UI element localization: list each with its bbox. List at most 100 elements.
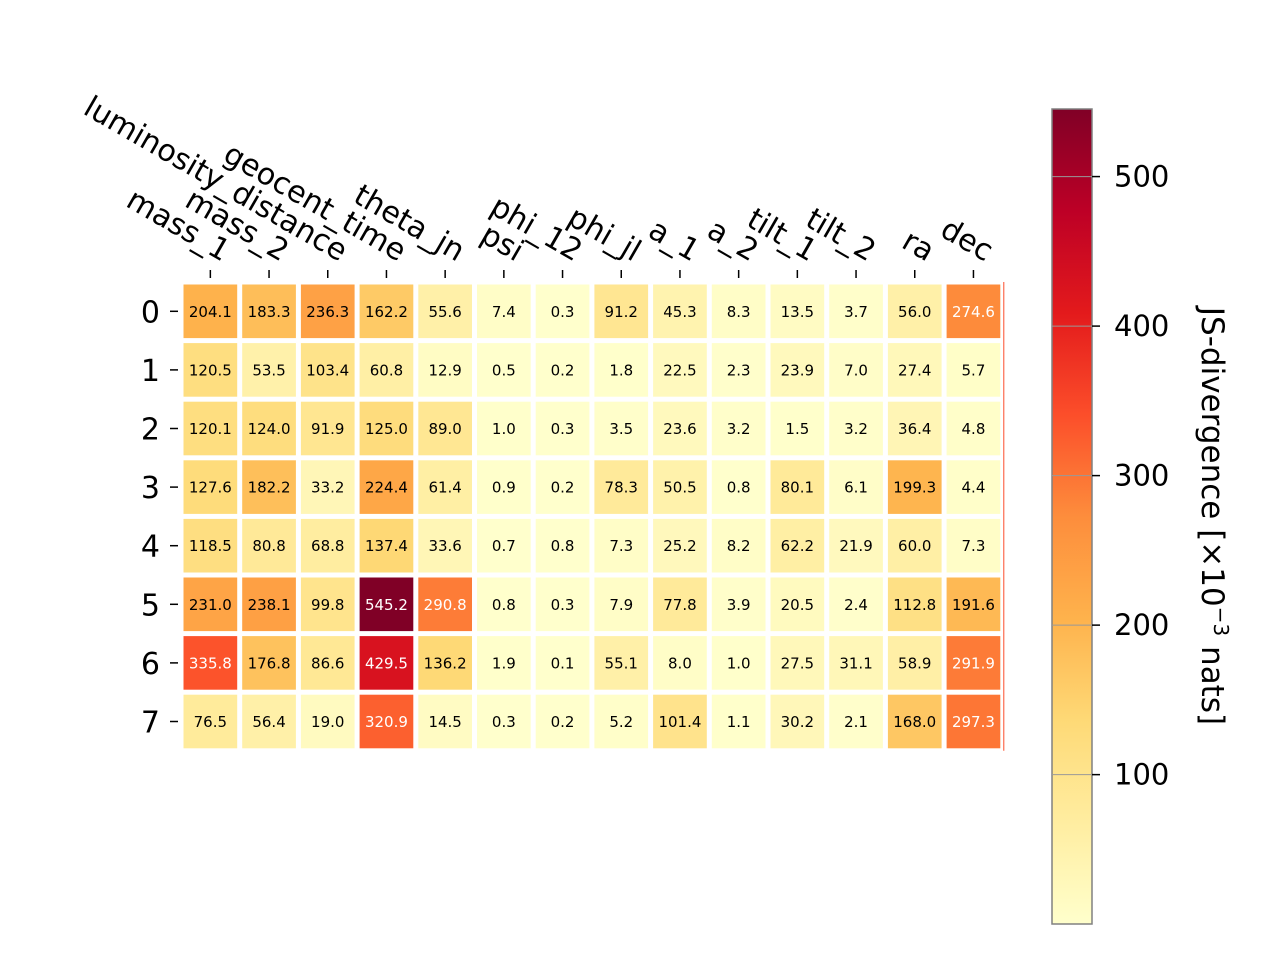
cell-value-label: 0.2	[551, 361, 575, 379]
heatmap-cell	[359, 401, 414, 456]
cell-value-label: 12.9	[428, 361, 461, 379]
cell-value-label: 61.4	[428, 479, 461, 497]
cell-value-label: 23.9	[781, 361, 814, 379]
cell-value-label: 335.8	[189, 654, 232, 672]
heatmap-cell	[418, 694, 472, 749]
cell-value-label: 0.3	[492, 713, 516, 731]
col-label-ra: ra	[896, 223, 940, 269]
heatmap-cell	[653, 518, 707, 573]
heatmap-cell	[242, 694, 296, 749]
heatmap-cell	[300, 401, 355, 456]
heatmap-cell	[242, 343, 296, 397]
heatmap-cell	[887, 518, 942, 573]
cell-value-label: 545.2	[365, 596, 408, 614]
col-label-tilt-2: tilt_2	[800, 201, 882, 268]
cell-value-label: 0.8	[727, 479, 751, 497]
heatmap-cell	[359, 577, 414, 632]
cell-value-label: 33.6	[428, 537, 461, 555]
row-label-7: 7	[141, 706, 160, 741]
colorbar-ticks: 100 200 300 400 500	[1052, 160, 1169, 792]
heatmap-cell	[711, 694, 766, 749]
cell-value-label: 136.2	[424, 654, 467, 672]
heatmap-cell	[829, 401, 883, 456]
heatmap-cell	[653, 636, 707, 690]
heatmap-cell	[418, 401, 472, 456]
heatmap-cell	[183, 577, 238, 632]
heatmap-cell	[946, 460, 1001, 514]
heatmap-cell	[829, 577, 883, 632]
cell-value-label: 22.5	[663, 361, 696, 379]
cell-value-label: 1.0	[492, 420, 516, 438]
heatmap-cell	[887, 636, 942, 690]
heatmap-cell	[770, 343, 825, 397]
colorbar-tick-label: 400	[1114, 309, 1169, 343]
heatmap-cell	[183, 694, 238, 749]
heatmap-cell	[183, 460, 238, 514]
heatmap-cell	[829, 460, 883, 514]
cell-value-label: 0.2	[551, 713, 575, 731]
colorbar-gradient	[1051, 108, 1093, 925]
heatmap-cell	[887, 577, 942, 632]
row-label-6: 6	[141, 647, 160, 682]
heatmap-cell	[418, 636, 472, 690]
heatmap-cell	[359, 636, 414, 690]
heatmap-cell	[653, 284, 707, 339]
heatmap-cell	[887, 401, 942, 456]
cell-value-label: 91.9	[311, 420, 344, 438]
cell-value-label: 7.4	[492, 303, 516, 321]
row-label-3: 3	[141, 471, 160, 506]
cell-value-label: 231.0	[189, 596, 232, 614]
heatmap-cell	[946, 636, 1001, 690]
cell-value-label: 2.4	[844, 596, 868, 614]
cell-value-label: 204.1	[189, 303, 232, 321]
cell-value-label: 182.2	[248, 479, 291, 497]
heatmap-cell	[359, 694, 414, 749]
cell-value-label: 0.2	[551, 479, 575, 497]
heatmap-cell	[300, 577, 355, 632]
heatmap-cell	[535, 401, 590, 456]
cell-value-label: 176.8	[248, 654, 291, 672]
cell-value-label: 191.6	[952, 596, 995, 614]
cell-value-label: 80.8	[252, 537, 285, 555]
cell-value-label: 13.5	[781, 303, 814, 321]
heatmap-cell	[183, 284, 238, 339]
cell-value-label: 62.2	[781, 537, 814, 555]
heatmap-cell	[300, 636, 355, 690]
row-label-0: 0	[141, 295, 160, 330]
heatmap-cell	[535, 577, 590, 632]
heatmap-cell	[770, 518, 825, 573]
row-label-5: 5	[141, 588, 160, 623]
heatmap-cell	[183, 636, 238, 690]
heatmap-cell	[300, 343, 355, 397]
cell-value-label: 236.3	[306, 303, 349, 321]
cell-value-label: 120.1	[189, 420, 232, 438]
cell-value-label: 162.2	[365, 303, 408, 321]
cell-value-label: 112.8	[893, 596, 936, 614]
heatmap-cell	[359, 343, 414, 397]
heatmap-cell	[594, 401, 649, 456]
heatmap-cell	[477, 401, 531, 456]
cell-value-label: 124.0	[248, 420, 291, 438]
heatmap-cell	[946, 577, 1001, 632]
cell-value-label: 274.6	[952, 303, 995, 321]
heatmap-cell	[946, 284, 1001, 339]
cell-value-label: 0.9	[492, 479, 516, 497]
cell-value-label: 101.4	[658, 713, 701, 731]
heatmap-cell	[418, 284, 472, 339]
cell-value-label: 20.5	[781, 596, 814, 614]
heatmap-cell	[418, 343, 472, 397]
cell-value-label: 2.1	[844, 713, 868, 731]
cell-value-label: 55.1	[605, 654, 638, 672]
colorbar-tick-label: 300	[1114, 459, 1169, 493]
cell-value-label: 103.4	[306, 361, 349, 379]
cell-value-label: 58.9	[898, 654, 931, 672]
heatmap-cell	[477, 518, 531, 573]
cell-value-label: 0.8	[551, 537, 575, 555]
cell-value-label: 224.4	[365, 479, 408, 497]
heatmap-cell	[242, 577, 296, 632]
heatmap-cell	[653, 694, 707, 749]
cell-value-label: 80.1	[781, 479, 814, 497]
heatmap-cell	[946, 401, 1001, 456]
cell-value-label: 36.4	[898, 420, 931, 438]
heatmap-cell	[770, 284, 825, 339]
